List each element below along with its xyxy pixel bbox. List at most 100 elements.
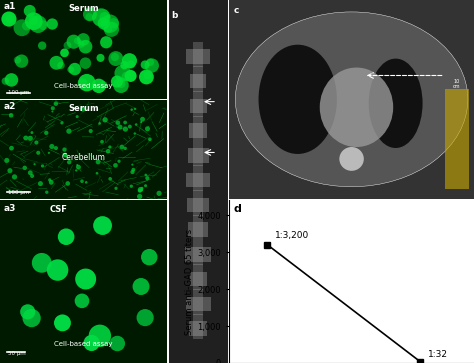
Point [8,77,15,83]
Point [23,23,30,29]
Point [71,66,79,72]
Point [106,144,114,150]
Point [104,26,112,32]
Point [78,178,86,184]
Point [115,158,123,164]
Point [142,183,149,189]
Point [21,165,28,171]
Point [39,23,47,28]
Bar [185,247,211,261]
Point [112,185,120,191]
Point [65,159,73,165]
Point [88,340,95,346]
Point [118,81,125,87]
Point [127,62,135,68]
Bar [191,74,206,88]
Point [67,67,74,73]
Point [137,284,145,289]
Bar [193,141,203,166]
Point [62,152,69,158]
Point [48,144,55,150]
Point [14,57,21,63]
Point [111,54,118,60]
Bar [193,289,203,315]
Point [57,62,65,68]
Point [126,124,134,130]
Point [128,183,135,189]
Text: Serum: Serum [68,104,99,113]
Text: d: d [234,204,242,214]
Point [34,21,42,27]
Point [118,144,126,150]
Bar [193,240,203,265]
Point [106,176,114,182]
Point [87,128,94,134]
Text: 1:3,200: 1:3,200 [275,231,310,240]
Point [113,79,121,85]
Point [29,17,37,23]
Bar [186,297,210,311]
Ellipse shape [320,68,393,147]
Point [82,179,90,185]
Text: Cerebellum: Cerebellum [62,153,106,162]
Point [38,260,46,266]
Point [128,162,136,168]
Point [27,170,34,176]
Point [22,135,29,141]
Point [38,43,46,49]
Point [61,50,68,56]
Point [43,189,51,195]
Point [64,42,71,48]
Point [144,175,151,181]
Point [132,122,140,127]
Point [146,59,154,65]
Point [47,179,55,185]
Point [144,126,151,132]
Point [52,145,60,151]
Point [137,187,144,192]
Point [53,60,60,66]
Point [96,333,104,339]
Text: 50 μm: 50 μm [9,351,26,356]
Point [114,120,122,126]
Bar [190,321,207,336]
Point [73,114,81,119]
Point [1,78,9,84]
Point [155,191,163,196]
Point [144,73,151,78]
Point [26,8,34,14]
Point [141,62,149,68]
Bar [445,89,469,189]
Bar [193,265,203,290]
Text: a1: a1 [3,2,16,11]
Point [59,320,66,326]
Point [113,340,121,346]
Point [101,14,109,20]
Point [49,109,56,114]
Text: c: c [234,6,239,15]
Point [117,82,125,88]
Point [108,26,115,32]
Ellipse shape [258,45,337,154]
Point [121,146,129,151]
Point [82,44,89,50]
Point [61,147,68,152]
Point [73,162,81,168]
Point [101,117,109,123]
Point [97,55,104,61]
Bar [189,123,207,138]
Text: 100 μm: 100 μm [9,190,29,195]
Point [73,38,81,44]
Point [8,113,15,118]
Point [131,131,138,136]
Point [78,298,86,304]
Point [79,106,87,112]
Point [136,188,144,193]
Point [80,37,87,42]
Point [52,101,60,107]
Point [104,148,112,154]
Point [49,105,56,111]
Text: Cell-based assay: Cell-based assay [55,83,113,89]
Point [73,168,80,174]
Point [54,267,62,273]
